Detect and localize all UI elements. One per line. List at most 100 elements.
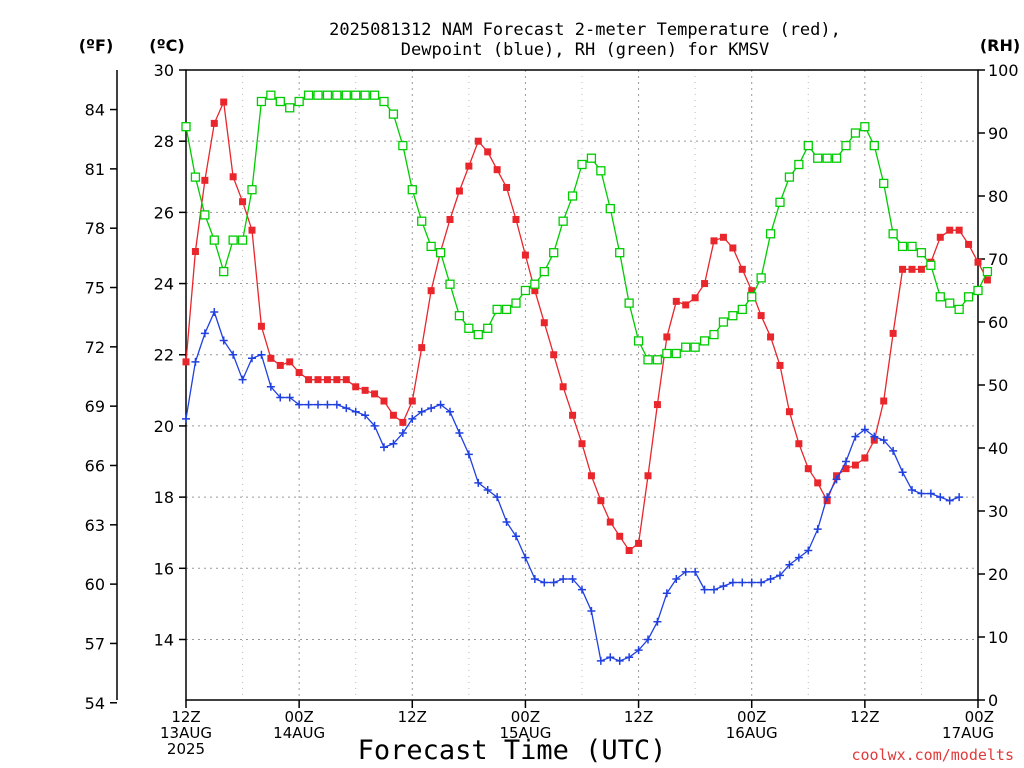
dewpoint-point — [380, 443, 388, 452]
rh-point — [200, 210, 210, 220]
fahrenheit-tick-label: 72 — [85, 338, 105, 357]
dewpoint-point — [662, 589, 671, 598]
x-tick-label: 00Z — [965, 708, 994, 726]
rh-point — [662, 348, 672, 359]
dewpoint-point — [710, 585, 718, 594]
dewpoint-point — [276, 393, 285, 402]
rh-point — [464, 323, 474, 333]
celsius-tick-label: 28 — [154, 132, 174, 151]
rh-point — [237, 235, 248, 245]
celsius-tick-label: 14 — [154, 630, 174, 649]
temperature-point — [474, 137, 482, 145]
dewpoint-point — [436, 400, 445, 409]
temperature-point — [399, 418, 407, 426]
dewpoint-point — [691, 567, 700, 576]
temperature-point — [229, 173, 237, 181]
temperature-point — [691, 294, 699, 302]
dewpoint-point — [219, 336, 228, 345]
temperature-point — [842, 465, 850, 473]
temperature-point — [305, 376, 313, 384]
temperature-point — [804, 465, 812, 473]
temperature-point — [899, 265, 907, 273]
rh-point — [945, 298, 955, 308]
temperature-point — [955, 226, 963, 234]
temperature-point — [767, 333, 775, 341]
rh-point — [718, 317, 729, 327]
rh-point — [916, 248, 927, 258]
rh-point — [813, 153, 823, 163]
temperature-point — [776, 361, 784, 369]
rh-point — [388, 109, 399, 119]
temperature-line — [185, 99, 988, 552]
rh-point — [737, 304, 747, 315]
rh-point — [549, 248, 559, 258]
rh-tick-label: 90 — [988, 124, 1008, 143]
rh-point — [624, 298, 634, 308]
temperature-point — [182, 358, 190, 366]
temperature-point — [936, 233, 944, 241]
rh-point — [728, 311, 738, 321]
dewpoint-point — [889, 446, 898, 455]
rh-point — [190, 172, 201, 182]
dewpoint-point — [229, 350, 238, 359]
fahrenheit-tick-label: 66 — [85, 456, 105, 475]
x-tick-label: 15AUG — [499, 724, 551, 742]
temperature-point — [946, 226, 954, 234]
dewpoint-point — [757, 578, 766, 587]
dewpoint-point — [860, 425, 869, 434]
rh-point — [303, 90, 314, 100]
temperature-point — [220, 98, 228, 106]
temperature-point — [267, 354, 275, 362]
dewpoint-point — [832, 475, 841, 484]
rh-point — [596, 166, 606, 176]
rh-point — [822, 153, 832, 163]
x-axis-label: Forecast Time (UTC) — [358, 735, 667, 766]
temperature-point — [276, 361, 284, 369]
temperature-point — [635, 539, 643, 547]
rh-point — [266, 90, 276, 100]
rh-tick-label: 40 — [988, 439, 1008, 458]
dewpoint-point — [700, 585, 709, 594]
fahrenheit-tick-label: 84 — [85, 101, 105, 120]
dewpoint-point — [955, 493, 964, 502]
temperature-point — [295, 369, 303, 377]
rh-point — [313, 90, 323, 100]
dewpoint-point — [304, 400, 313, 409]
dewpoint-point — [917, 489, 926, 498]
rh-tick-label: 60 — [988, 313, 1008, 332]
dewpoint-point — [446, 407, 454, 416]
dewpoint-point — [672, 574, 681, 583]
rh-point — [784, 172, 795, 182]
temperature-point — [455, 187, 463, 195]
dewpoint-point — [794, 553, 803, 562]
dewpoint-point — [530, 574, 539, 583]
rh-point — [228, 235, 238, 245]
temperature-point — [814, 479, 822, 487]
dewpoint-point — [370, 421, 379, 430]
rh-tick-label: 80 — [988, 187, 1008, 206]
temperature-point — [710, 237, 718, 245]
dewpoint-point — [323, 400, 332, 409]
celsius-tick-label: 20 — [154, 417, 174, 436]
temperature-point — [587, 472, 595, 480]
rh-point — [850, 128, 861, 138]
temperature-point — [682, 301, 690, 309]
rh-point — [869, 140, 879, 151]
rh-point — [332, 90, 342, 100]
rh-point — [322, 90, 333, 100]
dewpoint-point — [596, 656, 605, 665]
dewpoint-point — [945, 496, 954, 505]
dewpoint-point — [266, 382, 275, 391]
rh-point — [511, 298, 521, 308]
rh-point — [181, 122, 191, 132]
temperature-point — [521, 251, 529, 259]
dewpoint-point — [804, 546, 813, 555]
dewpoint-point — [238, 375, 247, 384]
dewpoint-point — [813, 525, 822, 534]
rh-point — [615, 248, 625, 258]
temperature-point — [446, 215, 454, 223]
dewpoint-point — [295, 400, 304, 409]
dewpoint-point — [191, 357, 200, 366]
celsius-tick-label: 30 — [154, 61, 174, 80]
dewpoint-point — [587, 607, 596, 616]
